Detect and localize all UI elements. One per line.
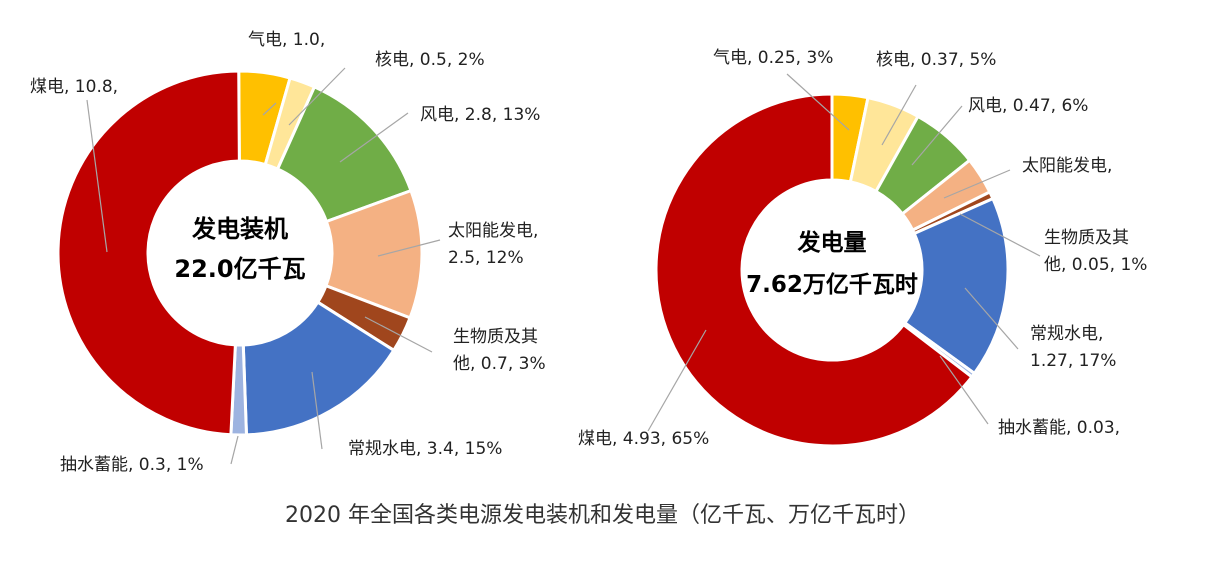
data-label-常规水电: 常规水电, 1.27, 17% [1030, 324, 1116, 371]
leader-line-煤电 [86, 99, 108, 253]
data-label-核电: 核电, 0.5, 2% [375, 50, 485, 70]
data-label-风电: 风电, 2.8, 13% [420, 105, 540, 125]
data-label-风电: 风电, 0.47, 6% [968, 96, 1088, 116]
data-label-抽水蓄能: 抽水蓄能, 0.03, [998, 418, 1120, 438]
donut-chart-1: 发电装机 22.0亿千瓦 气电, 1.0, 核电, 0.5, 2% 风电, 2.8, 1… [30, 30, 546, 475]
data-label-煤电: 煤电, 10.8, [30, 77, 118, 97]
leader-line-抽水蓄能 [230, 435, 239, 465]
data-label-太阳能发电: 太阳能发电, [1022, 156, 1112, 176]
leader-line-气电 [262, 102, 277, 116]
data-label-煤电: 煤电, 4.93, 65% [578, 429, 709, 449]
data-label-常规水电: 常规水电, 3.4, 15% [348, 439, 502, 459]
leader-line-核电 [288, 67, 346, 126]
leader-line-生物质及其他 [364, 316, 433, 353]
data-label-气电: 气电, 1.0, [248, 30, 325, 50]
leader-line-抽水蓄能 [939, 355, 989, 425]
center-title: 发电装机 [191, 215, 288, 243]
data-label-抽水蓄能: 抽水蓄能, 0.3, 1% [60, 455, 204, 475]
leader-line-常规水电 [311, 371, 323, 450]
center-value: 22.0亿千瓦 [174, 255, 305, 283]
leader-line-太阳能发电 [943, 169, 1011, 199]
donut-chart-2: 发电量 7.62万亿千瓦时 气电, 0.25, 3% 核电, 0.37, 5% 风电, … [578, 48, 1147, 449]
figure-caption: 2020 年全国各类电源发电装机和发电量（亿千瓦、万亿千瓦时） [285, 503, 920, 528]
leader-line-风电 [339, 112, 409, 163]
slice-煤电 [56, 69, 241, 437]
data-label-生物质及其他: 生物质及其他, 0.05, 1% [1044, 228, 1147, 275]
data-label-气电: 气电, 0.25, 3% [713, 48, 833, 68]
data-label-核电: 核电, 0.37, 5% [876, 50, 996, 70]
leader-line-煤电 [647, 329, 707, 432]
slice-煤电 [654, 92, 974, 448]
leader-line-气电 [786, 73, 850, 131]
data-label-太阳能发电: 太阳能发电, 2.5, 12% [448, 221, 538, 268]
data-label-生物质及其他: 生物质及其他, 0.7, 3% [453, 327, 546, 374]
leader-line-核电 [881, 84, 917, 146]
leader-line-太阳能发电 [377, 239, 441, 257]
center-value: 7.62万亿千瓦时 [746, 272, 918, 298]
slice-常规水电 [903, 197, 1010, 375]
center-title: 发电量 [797, 229, 867, 256]
leader-line-常规水电 [964, 287, 1019, 350]
leader-line-生物质及其他 [959, 213, 1041, 257]
leader-line-风电 [911, 105, 963, 166]
